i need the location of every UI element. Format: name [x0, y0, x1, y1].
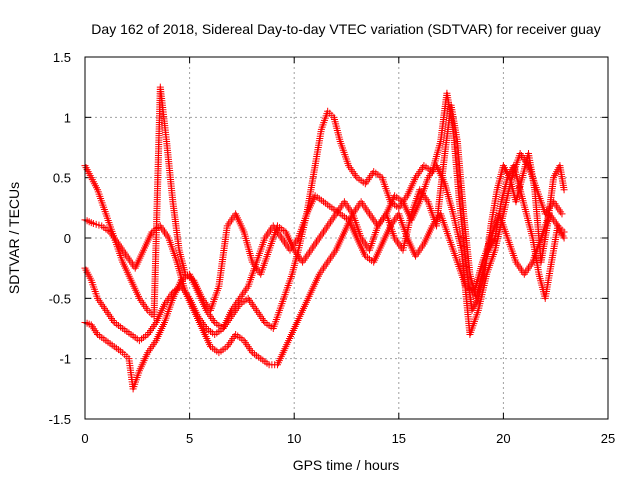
- y-tick-label: -1.5: [49, 412, 71, 427]
- x-tick-label: 15: [392, 431, 406, 446]
- series-3: [81, 192, 568, 345]
- data-point: [560, 234, 568, 242]
- y-tick-label: 1: [64, 110, 71, 125]
- plot-frame: [84, 56, 609, 420]
- data-point: [560, 186, 568, 194]
- x-tick-label: 20: [496, 431, 510, 446]
- x-tick-label: 0: [81, 431, 88, 446]
- y-tick-label: 0: [64, 231, 71, 246]
- data-point: [558, 210, 566, 218]
- y-tick-label: -1: [59, 352, 71, 367]
- chart-title: Day 162 of 2018, Sidereal Day-to-day VTE…: [91, 21, 600, 37]
- y-tick-labels: -1.5 -1 -0.5 0 0.5 1 1.5: [49, 50, 71, 427]
- x-axis-label: GPS time / hours: [293, 457, 400, 473]
- y-tick-label: 1.5: [53, 50, 71, 65]
- x-tick-label: 5: [186, 431, 193, 446]
- x-tick-labels: 0 5 10 15 20 25: [81, 431, 615, 446]
- x-tick-label: 25: [601, 431, 615, 446]
- x-tick-label: 10: [287, 431, 301, 446]
- data-point: [560, 228, 568, 236]
- data-points: [81, 83, 568, 393]
- series-4: [81, 150, 566, 369]
- y-tick-label: -0.5: [49, 291, 71, 306]
- y-axis-label: SDTVAR / TECUs: [6, 182, 22, 294]
- y-tick-label: 0.5: [53, 171, 71, 186]
